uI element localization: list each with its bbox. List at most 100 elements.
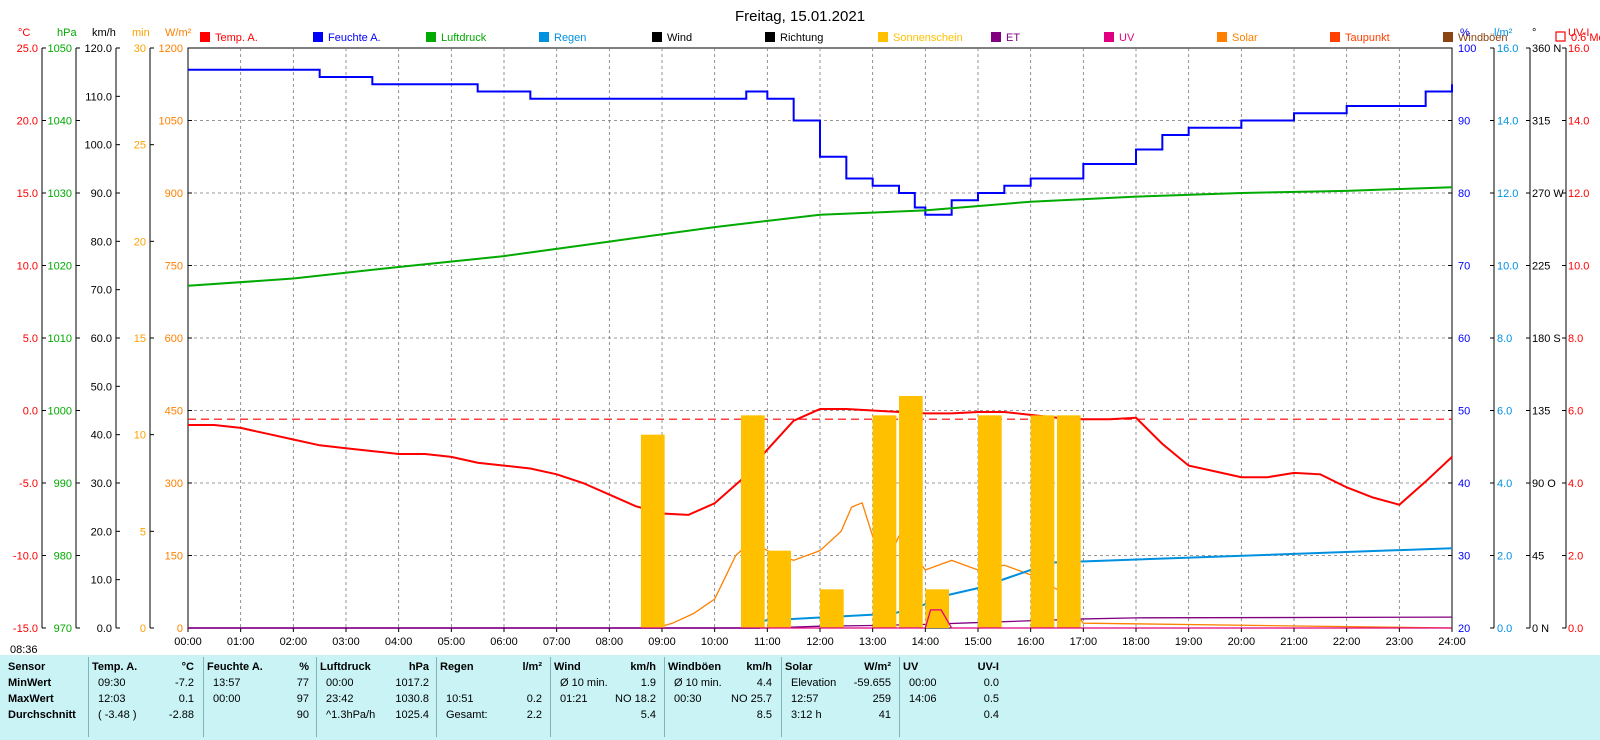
legend-label: Sonnenschein	[893, 32, 963, 44]
stats-cell-label: 09:30	[98, 677, 126, 689]
pressure-tick-label: 980	[54, 551, 72, 563]
humidity-axis-unit: %	[1460, 27, 1470, 39]
x-tick-label: 05:00	[438, 636, 466, 648]
solar-tick-label: 900	[165, 188, 183, 200]
legend-label: 0.6 Monat-Ø	[1571, 32, 1600, 44]
rain-tick-label: 6.0	[1497, 406, 1512, 418]
stats-panel: Sensor MinWert MaxWert Durchschnitt Temp. A.…	[0, 655, 1600, 740]
legend-label: Wind	[667, 32, 692, 44]
chart-title: Freitag, 15.01.2021	[735, 8, 865, 25]
wind-tick-label: 20.0	[91, 526, 112, 538]
wind-tick-label: 100.0	[84, 140, 112, 152]
sunmin-tick-label: 5	[140, 526, 146, 538]
x-tick-label: 23:00	[1386, 636, 1414, 648]
stats-separator	[88, 657, 89, 737]
pressure-tick-label: 1020	[48, 261, 72, 273]
stats-cell-label: 00:00	[213, 693, 241, 705]
stats-separator	[899, 657, 900, 737]
stats-cell-value: 0.2	[526, 693, 542, 705]
stats-cell-value: 1025.4	[395, 709, 429, 721]
legend-swatch	[539, 32, 549, 42]
series-temp-a-line	[188, 408, 1453, 516]
legend-label: Solar	[1232, 32, 1258, 44]
legend-label: Feuchte A.	[328, 32, 381, 44]
stats-separator	[203, 657, 204, 737]
rain-tick-label: 2.0	[1497, 551, 1512, 563]
stats-cell-label: Ø 10 min.	[560, 677, 608, 689]
stats-group-title: Sensor	[8, 661, 46, 673]
x-tick-label: 17:00	[1070, 636, 1098, 648]
stats-cell-label: 01:21	[560, 693, 588, 705]
x-tick-label: 11:00	[754, 636, 781, 648]
direction-tick-label: 225	[1532, 261, 1550, 273]
humidity-tick-label: 70	[1458, 261, 1470, 273]
sunmin-tick-label: 15	[134, 333, 146, 345]
direction-tick-label: 315	[1532, 116, 1550, 128]
stats-group-title: Windböen	[668, 661, 722, 673]
stats-cell-value: 41	[878, 709, 891, 721]
legend-label: Luftdruck	[441, 32, 487, 44]
humidity-tick-label: 100	[1458, 43, 1476, 55]
stats-cell-label: Elevation	[791, 677, 837, 689]
stats-cell-label: Gesamt:	[446, 709, 488, 721]
rain-tick-label: 4.0	[1497, 478, 1512, 490]
sunmin-tick-label: 20	[134, 236, 146, 248]
stats-group-unit: l/m²	[522, 661, 542, 673]
stats-cell-value: 4.4	[756, 677, 772, 689]
stats-group: Feuchte A.% 13:57 77 00:00 97 90	[207, 655, 313, 740]
stats-group-unit: W/m²	[864, 661, 891, 673]
pressure-tick-label: 1000	[48, 406, 72, 418]
pressure-tick-label: 990	[54, 478, 72, 490]
x-tick-label: 07:00	[543, 636, 571, 648]
stats-cell-value: NO 18.2	[615, 693, 656, 705]
x-tick-label: 12:00	[806, 636, 834, 648]
stats-cell-label: 00:00	[909, 677, 937, 689]
rain-tick-label: 12.0	[1497, 188, 1518, 200]
sunrise-label: 08:36	[10, 644, 38, 655]
x-tick-label: 16:00	[1017, 636, 1045, 648]
stats-cell-value: -2.88	[168, 709, 194, 721]
series-sonnenschein-bar	[820, 589, 844, 628]
stats-cell-value: 0.4	[983, 709, 999, 721]
stats-cell-label: Durchschnitt	[8, 709, 76, 721]
rain-tick-label: 16.0	[1497, 43, 1518, 55]
uv-tick-label: 0.0	[1568, 623, 1583, 635]
stats-cell-value: 1030.8	[395, 693, 429, 705]
stats-cell-label: ^1.3hPa/h	[326, 709, 376, 721]
series-feuchte-a-line	[188, 68, 1453, 216]
stats-cell-value: 1.9	[640, 677, 656, 689]
temp-tick-label: 0.0	[23, 406, 38, 418]
series-sonnenschein-bar	[1030, 415, 1055, 628]
stats-cell-value: 0.1	[178, 693, 194, 705]
series-sonnenschein-bar	[640, 434, 665, 628]
uv-tick-label: 10.0	[1568, 261, 1589, 273]
stats-group-unit: km/h	[746, 661, 772, 673]
legend-swatch	[652, 32, 662, 42]
humidity-tick-label: 50	[1458, 406, 1470, 418]
stats-cell-label: 12:57	[791, 693, 819, 705]
rain-tick-label: 10.0	[1497, 261, 1518, 273]
stats-group-title: Regen	[440, 661, 474, 673]
stats-group: Temp. A. °C 09:30 -7.2 12:03 0.1 ( -3.48 ) -2.8…	[92, 655, 198, 740]
uv-tick-label: 4.0	[1568, 478, 1583, 490]
stats-group-title: UV	[903, 661, 919, 673]
solar-axis-unit: W/m²	[165, 27, 192, 39]
rain-axis-unit: l/m²	[1494, 27, 1513, 39]
stats-group-title: Luftdruck	[320, 661, 371, 673]
legend-label: Richtung	[780, 32, 823, 44]
stats-separator	[781, 657, 782, 737]
temp-tick-label: 15.0	[17, 188, 38, 200]
x-tick-label: 21:00	[1280, 636, 1308, 648]
legend-swatch	[1330, 32, 1340, 42]
stats-group-title: Solar	[785, 661, 813, 673]
wind-tick-label: 0.0	[97, 623, 112, 635]
series-sonnenschein-bar	[978, 415, 1002, 628]
uv-tick-label: 8.0	[1568, 333, 1583, 345]
x-tick-label: 08:00	[596, 636, 624, 648]
wind-tick-label: 110.0	[85, 91, 112, 103]
stats-cell-value: 259	[872, 693, 891, 705]
legend-swatch	[426, 32, 436, 42]
series-sonnenschein-bar	[872, 415, 897, 628]
series-uv-line	[188, 609, 1452, 629]
stats-cell-label: 23:42	[326, 693, 354, 705]
